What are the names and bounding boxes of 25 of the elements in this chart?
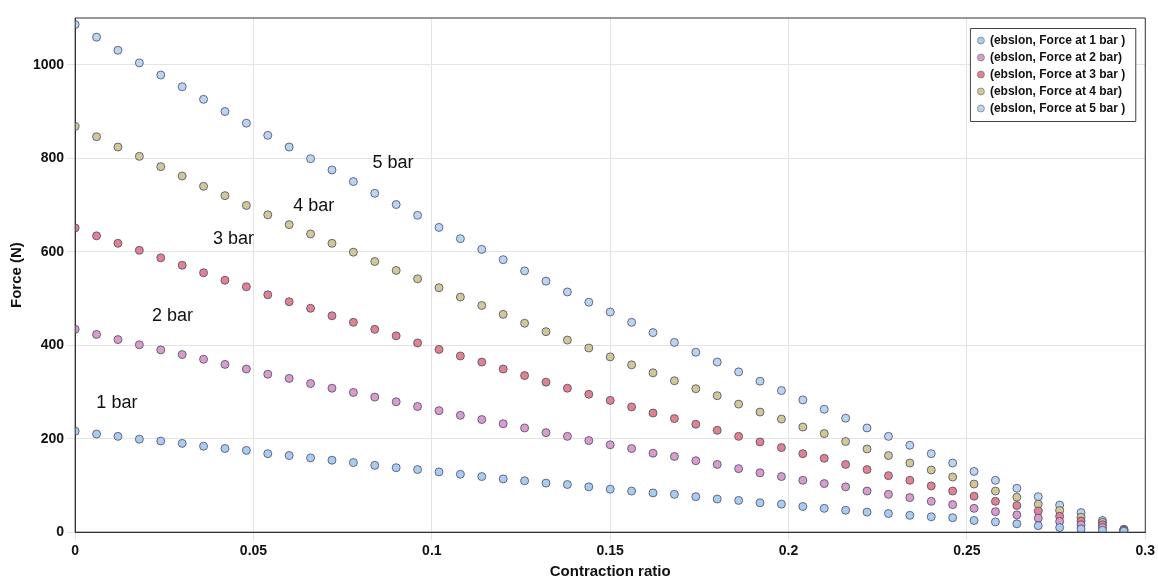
x-axis-title: Contraction ratio — [549, 562, 671, 580]
y-tick-label: 400 — [40, 336, 65, 353]
y-tick-label: 1000 — [32, 55, 65, 72]
x-tick-label: 0.1 — [422, 542, 442, 559]
legend-label: (ebslon, Force at 3 bar ) — [989, 66, 1126, 81]
y-tick-label: 200 — [40, 429, 65, 446]
x-tick-label: 0.3 — [1135, 542, 1156, 559]
annotation: 3 bar — [213, 228, 255, 249]
legend-label: (ebslon, Force at 1 bar ) — [989, 32, 1126, 47]
annotation: 5 bar — [372, 152, 414, 173]
x-tick-label: 0.05 — [239, 542, 268, 559]
legend-label: (ebslon, Force at 2 bar) — [989, 49, 1122, 64]
annotation: 4 bar — [293, 195, 335, 216]
legend-label: (ebslon, Force at 5 bar ) — [989, 100, 1126, 115]
y-tick-label: 0 — [56, 523, 65, 540]
y-axis-title: Force (N) — [7, 242, 25, 309]
y-tick-label: 800 — [40, 149, 65, 166]
x-tick-label: 0.15 — [596, 542, 625, 559]
legend-label: (ebslon, Force at 4 bar) — [989, 83, 1122, 98]
annotation: 1 bar — [96, 391, 138, 412]
x-tick-label: 0.2 — [778, 542, 799, 559]
x-tick-label: 0.25 — [953, 542, 981, 559]
annotation: 2 bar — [152, 305, 194, 326]
y-tick-label: 600 — [40, 242, 65, 259]
x-tick-label: 0 — [71, 542, 80, 559]
